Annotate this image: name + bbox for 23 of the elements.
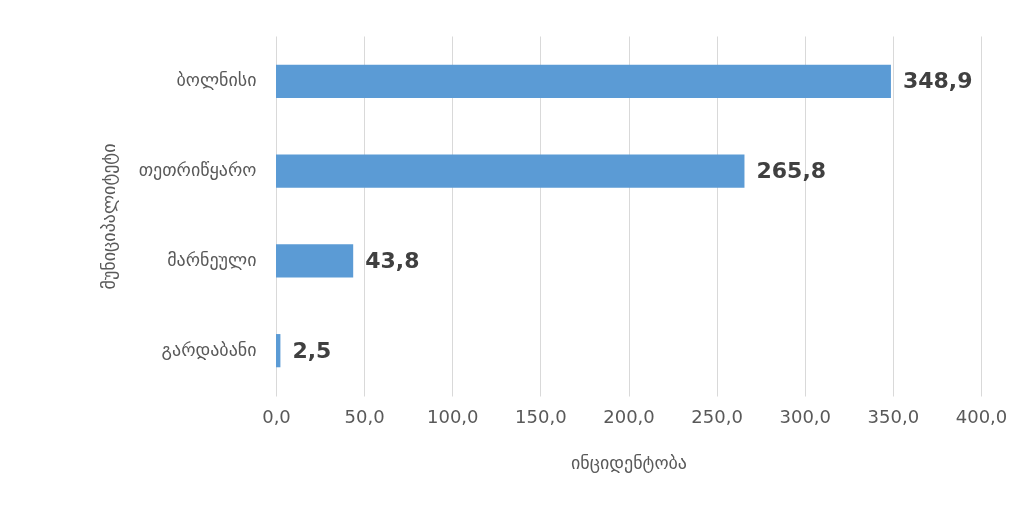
y-tick-label: მარნეული xyxy=(167,248,257,270)
data-label: 2,5 xyxy=(292,337,332,363)
y-tick-label: გარდაბანი xyxy=(161,338,257,360)
bar xyxy=(276,154,745,188)
bar xyxy=(276,334,281,368)
y-tick-label: თეთრიწყარო xyxy=(138,159,257,181)
x-axis-title: ინციდენტობა xyxy=(571,451,687,473)
x-tick-label: 150,0 xyxy=(515,405,567,427)
x-tick-label: 200,0 xyxy=(603,405,655,427)
x-tick-label: 400,0 xyxy=(955,405,1008,427)
y-axis-title: მუნიციპალიტეტი xyxy=(97,143,119,290)
x-tick-label: 250,0 xyxy=(691,405,743,427)
data-label: 43,8 xyxy=(365,247,420,273)
x-tick-label: 0,0 xyxy=(262,405,291,427)
data-label: 348,9 xyxy=(902,68,973,94)
bar xyxy=(276,244,354,278)
x-tick-label: 50,0 xyxy=(344,405,385,427)
x-tick-label: 300,0 xyxy=(779,405,832,427)
x-tick-label: 100,0 xyxy=(426,405,479,427)
x-tick-label: 350,0 xyxy=(867,405,920,427)
bar xyxy=(276,64,891,98)
data-label: 265,8 xyxy=(756,158,827,184)
y-tick-label: ბოლნისი xyxy=(176,69,257,91)
